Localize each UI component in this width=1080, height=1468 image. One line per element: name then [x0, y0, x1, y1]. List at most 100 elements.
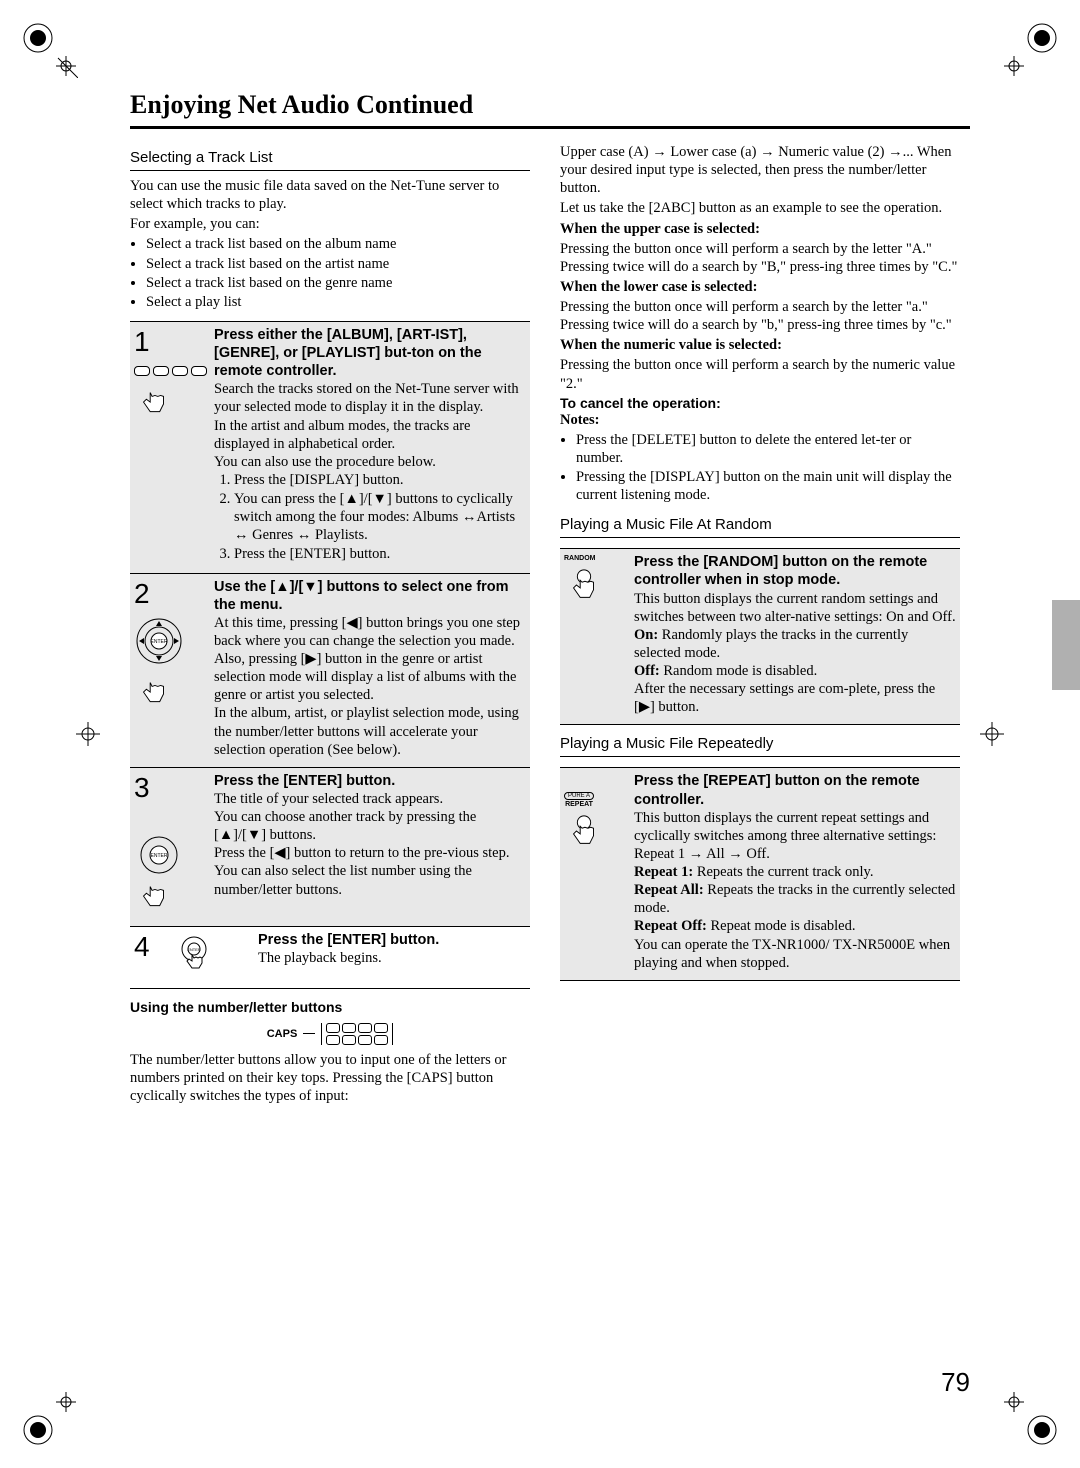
step-4: 4 ENTER Press the [ENTER] button. The pl… [130, 927, 530, 988]
repeat-block: PURE A REPEAT Press the [REPEAT] button … [560, 767, 960, 980]
enter-dial-icon: ENTER [134, 830, 184, 880]
bold-heading: When the numeric value is selected: [560, 336, 960, 354]
section-heading: Playing a Music File At Random [560, 516, 960, 538]
registration-mark [1002, 18, 1062, 78]
bullet-item: Select a track list based on the artist … [146, 255, 530, 273]
step-text: This button displays the current random … [634, 591, 956, 625]
paragraph: Let us take the [2ABC] button as an exam… [560, 199, 960, 217]
bold-heading: When the upper case is selected: [560, 220, 960, 238]
numbered-item: Press the [ENTER] button. [234, 545, 526, 563]
paragraph: Pressing the button once will perform a … [560, 356, 960, 392]
right-column: Upper case (A) → Lower case (a) → Numeri… [560, 143, 960, 1107]
step-1: 1 Press either the [ALBUM], [ART-IST], [… [130, 322, 530, 574]
step-text: Randomly plays the tracks in the current… [634, 627, 908, 661]
step-text: You can also use the procedure below. [214, 454, 436, 470]
step-text: The playback begins. [258, 950, 382, 966]
step-lead: Press either the [ALBUM], [ART-IST], [GE… [214, 327, 482, 379]
sub-heading: Using the number/letter buttons [130, 999, 530, 1015]
page-title: Enjoying Net Audio Continued [130, 90, 970, 129]
side-tab [1052, 600, 1080, 690]
button-icons [134, 366, 207, 376]
paragraph: For example, you can: [130, 215, 530, 233]
title-bold: Enjoying Net Audio [130, 90, 350, 119]
step-text: You can choose another track by pressing… [214, 809, 476, 843]
registration-mark [1002, 1390, 1062, 1450]
paragraph: Pressing the button once will perform a … [560, 240, 960, 276]
step-text: You can operate the TX-NR1000/ TX-NR5000… [634, 937, 950, 971]
registration-mark [18, 1390, 78, 1450]
caps-button-grid [321, 1023, 393, 1045]
label-repeatoff: Repeat Off: [634, 918, 707, 934]
steps-block: 1 Press either the [ALBUM], [ART-IST], [… [130, 321, 530, 989]
step-text: Search the tracks stored on the Net-Tune… [214, 381, 519, 415]
bullet-item: Select a track list based on the album n… [146, 235, 530, 253]
repeat-label: REPEAT [565, 801, 593, 808]
paragraph: Upper case (A) → Lower case (a) → Numeri… [560, 143, 960, 197]
random-block: RANDOM Press the [RANDOM] button on the … [560, 548, 960, 725]
repeat-step: PURE A REPEAT Press the [REPEAT] button … [560, 768, 960, 979]
step-3: 3 ENTER Press the [ENTER] button. The ti… [130, 768, 530, 927]
paragraph: You can use the music file data saved on… [130, 177, 530, 213]
registration-mark [58, 704, 118, 764]
bold-heading: To cancel the operation: [560, 395, 960, 411]
title-rest: Continued [350, 90, 474, 119]
page-number: 79 [941, 1367, 970, 1398]
step-number: 3 [134, 774, 150, 802]
step-lead: Use the [▲]/[▼] buttons to select one fr… [214, 579, 509, 613]
label-off: Off: [634, 663, 660, 679]
hand-press-icon [564, 566, 604, 606]
svg-text:ENTER: ENTER [187, 947, 201, 952]
bullet-item: Select a play list [146, 293, 530, 311]
registration-mark [962, 704, 1022, 764]
enter-dial-icon: ENTER [134, 616, 184, 666]
label-repeatall: Repeat All: [634, 882, 704, 898]
random-step: RANDOM Press the [RANDOM] button on the … [560, 549, 960, 724]
left-column: Selecting a Track List You can use the m… [130, 143, 530, 1107]
note-item: Press the [DELETE] button to delete the … [576, 431, 960, 467]
section-heading: Selecting a Track List [130, 149, 530, 171]
note-item: Pressing the [DISPLAY] button on the mai… [576, 468, 960, 504]
tiny-button-icon [134, 366, 150, 376]
section-heading: Playing a Music File Repeatedly [560, 735, 960, 757]
paragraph: The number/letter buttons allow you to i… [130, 1051, 530, 1105]
step-lead: Press the [RANDOM] button on the remote … [634, 554, 927, 588]
random-label: RANDOM [564, 555, 596, 562]
hand-press-icon [134, 674, 174, 714]
step-text: Repeat mode is disabled. [707, 918, 856, 934]
tiny-button-icon [191, 366, 207, 376]
tiny-button-icon [172, 366, 188, 376]
numbered-item: Press the [DISPLAY] button. [234, 471, 526, 489]
label-repeat1: Repeat 1: [634, 864, 693, 880]
step-lead: Press the [ENTER] button. [214, 773, 395, 789]
step-text: The title of your selected track appears… [214, 791, 443, 807]
step-text: You can also select the list number usin… [214, 863, 472, 897]
bold-heading: Notes: [560, 411, 960, 429]
step-number: 4 [134, 933, 150, 961]
label-on: On: [634, 627, 658, 643]
step-text: Repeats the current track only. [693, 864, 873, 880]
step-lead: Press the [ENTER] button. [258, 932, 439, 948]
step-text: In the artist and album modes, the track… [214, 418, 470, 452]
enter-dial-icon: ENTER [174, 935, 214, 975]
tiny-button-icon [153, 366, 169, 376]
numbered-item: You can press the [▲]/[▼] buttons to cyc… [234, 490, 526, 544]
bullet-item: Select a track list based on the genre n… [146, 274, 530, 292]
step-lead: Press the [REPEAT] button on the remote … [634, 773, 920, 807]
purea-pill: PURE A [564, 792, 594, 800]
svg-text:ENTER: ENTER [151, 853, 168, 859]
bullet-list: Select a track list based on the album n… [130, 235, 530, 311]
step-text: After the necessary settings are com-ple… [634, 681, 935, 715]
hand-press-icon [564, 812, 604, 852]
hand-press-icon [134, 384, 174, 424]
caps-diagram: CAPS [130, 1023, 530, 1045]
step-2: 2 ENTER Use the [▲]/[▼] buttons to selec… [130, 574, 530, 768]
svg-text:ENTER: ENTER [151, 639, 168, 645]
step-text: This button displays the current repeat … [634, 810, 936, 862]
step-text: Random mode is disabled. [660, 663, 817, 679]
caps-label: CAPS [267, 1028, 298, 1040]
step-text: At this time, pressing [◀] button brings… [214, 615, 520, 649]
registration-mark [18, 18, 78, 78]
step-number: 1 [134, 328, 150, 356]
step-number: 2 [134, 580, 150, 608]
step-text: Press the [◀] button to return to the pr… [214, 845, 509, 861]
